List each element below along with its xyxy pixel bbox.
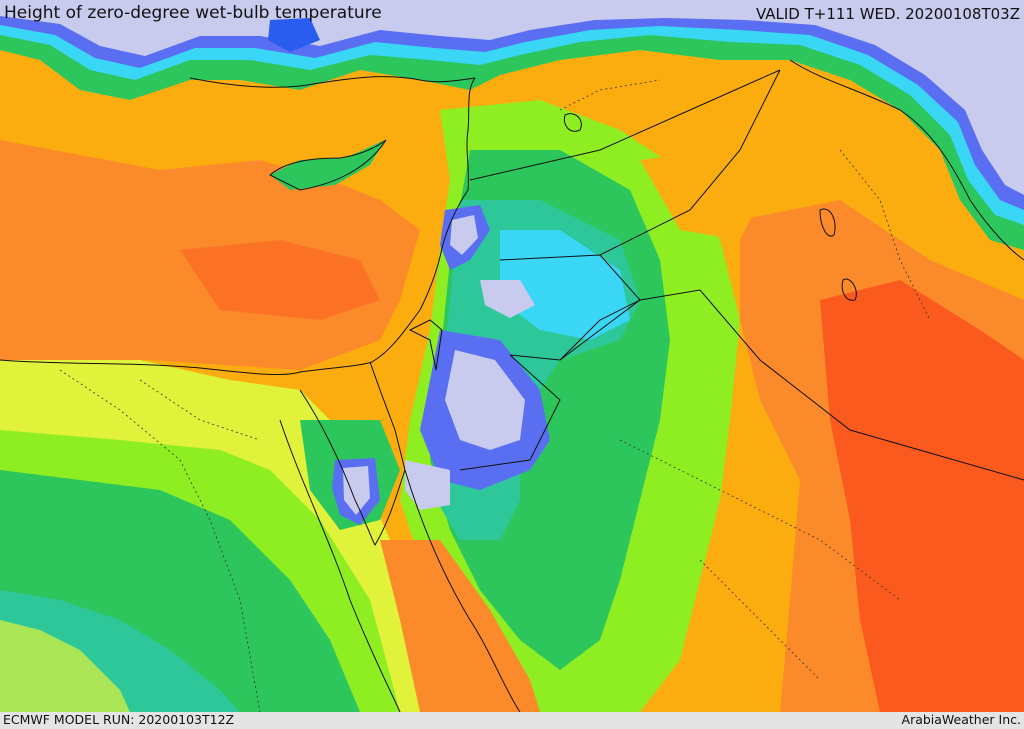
dead-sea: [408, 319, 443, 371]
lake-assad: [563, 113, 582, 132]
field-levant-cyan: [500, 230, 630, 340]
field-lebanon-lowest: [450, 215, 478, 255]
jordan-iraq-border: [559, 299, 641, 361]
field-syria-orange: [640, 150, 760, 240]
valid-time-label: VALID T+111 WED. 20200108T03Z: [755, 5, 1020, 23]
syria-iraq-border: [599, 69, 781, 256]
cyprus-outline: [269, 139, 387, 191]
province-borders: [59, 79, 931, 713]
map-title: Height of zero-degree wet-bulb temperatu…: [4, 3, 382, 23]
egypt-israel-border: [369, 361, 406, 471]
model-run-label: ECMWF MODEL RUN: 20200103T12Z: [3, 712, 235, 727]
field-north-green: [0, 0, 1024, 250]
caspian-zagros-coast: [789, 59, 1024, 261]
lake-razzaza: [841, 278, 857, 301]
field-north-cyan: [0, 0, 1024, 225]
credit-label: ArabiaWeather Inc.: [901, 712, 1021, 727]
africa-redsea-coast: [279, 419, 401, 713]
footer-strip: [0, 712, 1024, 729]
field-med-red: [180, 240, 380, 320]
field-north-lowest: [0, 0, 1024, 195]
turkey-internal-border: [559, 79, 661, 111]
field-sinai-lowest: [343, 466, 370, 515]
field-east-red: [820, 280, 1024, 712]
field-amman-lowest: [480, 280, 535, 318]
field-cyprus: [270, 140, 385, 190]
turkey-south-coast: [189, 76, 476, 88]
saudi-internal-border: [619, 439, 901, 601]
coastlines: [0, 59, 1024, 713]
syria-turkey-border: [469, 69, 781, 181]
levant-coast: [0, 77, 476, 376]
field-sw-yellow-patch: [0, 620, 130, 712]
iraq-saudi-border: [639, 289, 1024, 481]
sinai-coast: [299, 389, 406, 546]
egypt-internal-border: [59, 369, 261, 713]
field-redsea-orange: [380, 540, 540, 712]
country-borders: [369, 69, 1024, 481]
field-aqaba-lowest: [405, 460, 450, 510]
arabia-redsea-coast: [404, 469, 521, 713]
lake-tharthar: [819, 208, 836, 237]
field-jordan-lowest: [445, 350, 525, 450]
jordan-saudi-border: [459, 354, 561, 471]
saudi-internal-border-2: [699, 559, 821, 681]
field-north-deep-blue: [268, 18, 320, 52]
iraq-internal-border: [839, 149, 931, 321]
